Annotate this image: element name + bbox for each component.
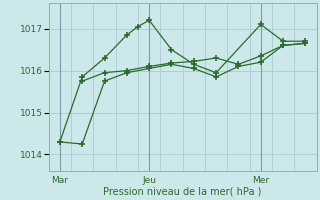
X-axis label: Pression niveau de la mer( hPa ): Pression niveau de la mer( hPa ) [103, 187, 262, 197]
